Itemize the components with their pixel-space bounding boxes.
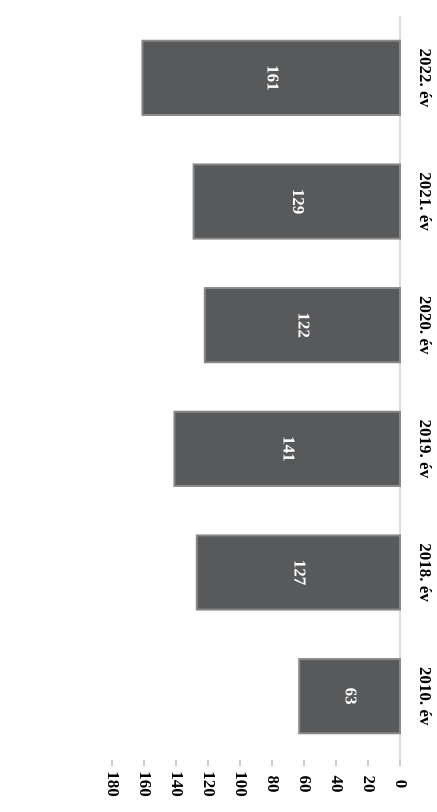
data-label: 127	[290, 560, 309, 586]
data-label: 63	[342, 688, 361, 705]
value-tick-label: 0	[392, 780, 411, 789]
data-label: 129	[289, 189, 308, 215]
data-label: 161	[263, 65, 282, 91]
value-tick-label: 160	[136, 771, 155, 797]
data-label: 122	[294, 312, 313, 338]
bar	[173, 410, 401, 487]
bar	[298, 658, 402, 735]
bar	[141, 39, 401, 116]
category-label: 2022. év	[416, 49, 435, 108]
value-tick-label: 140	[168, 771, 187, 797]
value-tick-label: 40	[328, 776, 347, 793]
value-tick-label: 120	[200, 771, 219, 797]
bar	[203, 287, 401, 364]
bar	[195, 534, 401, 611]
value-tick-label: 80	[264, 776, 283, 793]
value-tick-label: 60	[296, 776, 315, 793]
category-label: 2020. év	[416, 296, 435, 355]
bar	[192, 163, 401, 240]
category-label: 2021. év	[416, 172, 435, 231]
value-tick-label: 20	[360, 776, 379, 793]
data-label: 141	[279, 436, 298, 462]
category-label: 2019. év	[416, 420, 435, 479]
category-label: 2018. év	[416, 543, 435, 602]
value-tick-label: 100	[232, 771, 251, 797]
category-label: 2010. év	[416, 667, 435, 726]
value-tick-label: 180	[104, 771, 123, 797]
